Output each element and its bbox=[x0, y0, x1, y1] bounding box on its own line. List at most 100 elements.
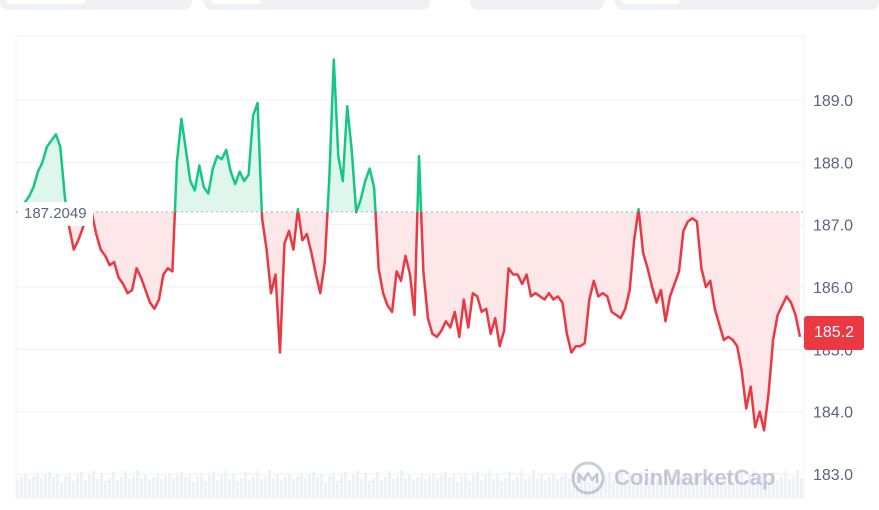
volume-bar bbox=[60, 482, 63, 498]
volume-bar bbox=[196, 476, 199, 498]
volume-bar bbox=[684, 474, 687, 498]
series-line-down-segment bbox=[419, 211, 640, 354]
volume-bar bbox=[52, 477, 55, 498]
volume-bar bbox=[396, 476, 399, 498]
tab-range-3[interactable] bbox=[470, 0, 604, 10]
volume-strip bbox=[16, 470, 803, 498]
volume-bar bbox=[448, 477, 451, 498]
volume-bar bbox=[116, 480, 119, 498]
tab-range-4[interactable] bbox=[615, 0, 879, 10]
y-tick-label: 183.0 bbox=[813, 467, 853, 484]
volume-bar bbox=[224, 471, 227, 498]
volume-bar bbox=[784, 471, 787, 498]
volume-bar bbox=[452, 474, 455, 498]
volume-bar bbox=[416, 477, 419, 498]
volume-bar bbox=[320, 474, 323, 498]
volume-bar bbox=[568, 478, 571, 498]
volume-bar bbox=[360, 479, 363, 498]
volume-bar bbox=[692, 476, 695, 498]
volume-bar bbox=[440, 475, 443, 498]
volume-bar bbox=[468, 481, 471, 498]
volume-bar bbox=[72, 481, 75, 498]
y-tick-label: 184.0 bbox=[813, 405, 853, 422]
volume-bar bbox=[372, 478, 375, 498]
area-below-reference bbox=[67, 211, 175, 309]
time-range-tabs bbox=[0, 0, 879, 10]
volume-bar bbox=[172, 478, 175, 498]
volume-bar bbox=[756, 479, 759, 498]
tab-range-2-label bbox=[210, 0, 262, 4]
volume-bar bbox=[504, 478, 507, 498]
volume-bar bbox=[700, 478, 703, 498]
tab-range-2[interactable] bbox=[204, 0, 430, 10]
volume-bar bbox=[460, 476, 463, 498]
volume-bar bbox=[484, 474, 487, 498]
volume-bar bbox=[380, 480, 383, 498]
volume-bar bbox=[600, 481, 603, 498]
volume-bar bbox=[308, 475, 311, 498]
volume-bar bbox=[344, 472, 347, 498]
volume-bar bbox=[496, 473, 499, 498]
volume-bar bbox=[140, 478, 143, 498]
volume-bar bbox=[200, 473, 203, 498]
price-line bbox=[18, 58, 802, 432]
tab-range-1[interactable] bbox=[0, 0, 192, 10]
volume-bar bbox=[56, 474, 59, 498]
volume-bar bbox=[628, 473, 631, 498]
volume-bar bbox=[660, 476, 663, 498]
y-tick-label: 189.0 bbox=[813, 93, 853, 110]
volume-bar bbox=[672, 475, 675, 498]
volume-bar bbox=[544, 480, 547, 498]
volume-bar bbox=[640, 472, 643, 498]
volume-bar bbox=[364, 473, 367, 498]
volume-bar bbox=[128, 479, 131, 498]
volume-bar bbox=[264, 476, 267, 498]
volume-bar bbox=[272, 478, 275, 498]
volume-bar bbox=[664, 470, 667, 498]
volume-bar bbox=[580, 477, 583, 498]
series-line-up-segment bbox=[416, 154, 423, 212]
volume-bar bbox=[168, 473, 171, 498]
series-line-down-segment bbox=[297, 211, 329, 295]
volume-bar bbox=[500, 481, 503, 498]
volume-bar bbox=[560, 476, 563, 498]
volume-bar bbox=[244, 472, 247, 498]
volume-bar bbox=[288, 474, 291, 498]
volume-bar bbox=[268, 470, 271, 498]
volume-bar bbox=[144, 475, 147, 498]
area-below-reference bbox=[298, 211, 328, 294]
volume-bar bbox=[652, 471, 655, 498]
volume-bar bbox=[184, 477, 187, 498]
volume-bar bbox=[208, 475, 211, 498]
volume-bar bbox=[748, 474, 751, 498]
volume-bar bbox=[476, 472, 479, 498]
volume-bar bbox=[516, 477, 519, 498]
volume-bar bbox=[24, 474, 27, 498]
volume-bar bbox=[688, 479, 691, 498]
volume-bar bbox=[152, 477, 155, 498]
volume-bar bbox=[40, 478, 43, 498]
series-line-up-segment bbox=[18, 133, 69, 213]
volume-bar bbox=[552, 474, 555, 498]
volume-bar bbox=[232, 473, 235, 498]
volume-bar bbox=[744, 480, 747, 498]
volume-bar bbox=[68, 473, 71, 498]
volume-bar bbox=[148, 480, 151, 498]
volume-bar bbox=[740, 472, 743, 498]
series-line-up-segment bbox=[355, 167, 377, 213]
current-price-tag: 185.2 bbox=[804, 316, 864, 350]
area-below-reference bbox=[261, 211, 298, 353]
volume-bar bbox=[324, 482, 327, 498]
series-line-down-segment bbox=[374, 211, 419, 317]
volume-bar bbox=[236, 481, 239, 498]
volume-bar bbox=[540, 475, 543, 498]
volume-bar bbox=[596, 473, 599, 498]
volume-bar bbox=[464, 473, 467, 498]
volume-bar bbox=[480, 480, 483, 498]
volume-bar bbox=[408, 475, 411, 498]
volume-bar bbox=[88, 474, 91, 498]
volume-bar bbox=[656, 479, 659, 498]
volume-bar bbox=[316, 477, 319, 498]
